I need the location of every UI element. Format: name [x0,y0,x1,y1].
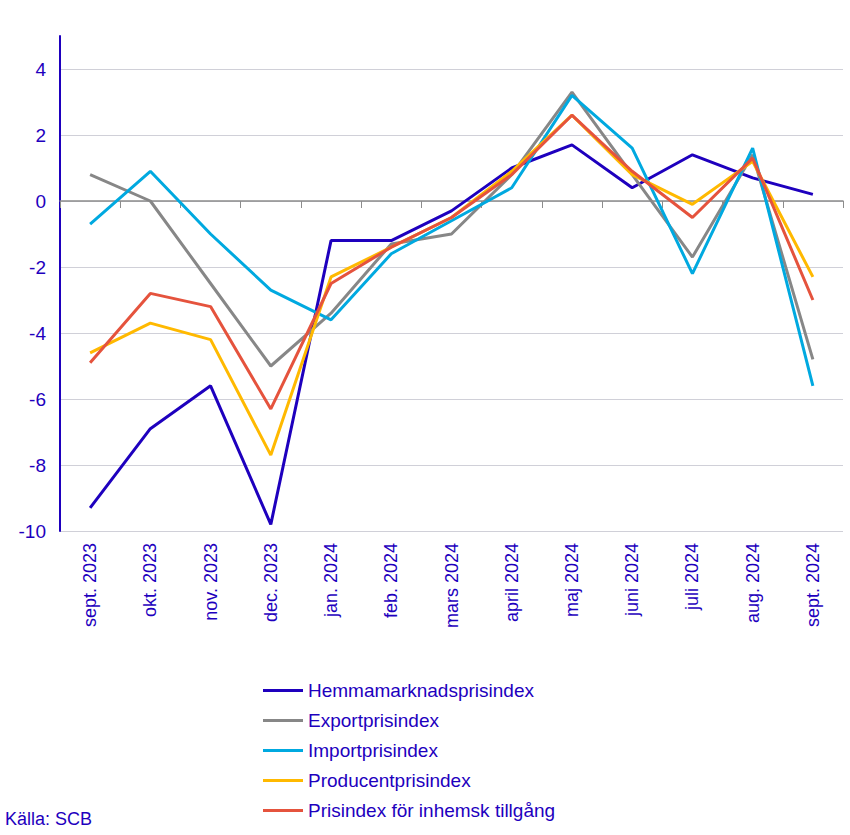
svg-text:-8: -8 [29,455,46,476]
svg-text:juli 2024: juli 2024 [682,543,702,611]
svg-text:-4: -4 [29,323,46,344]
svg-text:Exportprisindex: Exportprisindex [308,710,439,731]
svg-text:4: 4 [35,59,46,80]
svg-text:maj 2024: maj 2024 [562,543,582,617]
svg-text:april 2024: april 2024 [502,543,522,622]
svg-text:dec. 2023: dec. 2023 [261,543,281,622]
svg-text:-10: -10 [19,521,46,542]
svg-text:okt. 2023: okt. 2023 [140,543,160,617]
svg-text:sept. 2024: sept. 2024 [803,543,823,627]
svg-text:Prisindex för inhemsk tillgång: Prisindex för inhemsk tillgång [308,800,555,821]
svg-text:sept. 2023: sept. 2023 [80,543,100,627]
svg-text:-2: -2 [29,257,46,278]
svg-text:juni 2024: juni 2024 [622,543,642,617]
svg-text:0: 0 [35,191,46,212]
svg-text:Producentprisindex: Producentprisindex [308,770,471,791]
svg-text:nov. 2023: nov. 2023 [201,543,221,621]
svg-text:2: 2 [35,125,46,146]
svg-text:Källa: SCB: Källa: SCB [5,809,92,829]
svg-text:Hemmamarknadsprisindex: Hemmamarknadsprisindex [308,680,534,701]
svg-text:-6: -6 [29,389,46,410]
svg-text:Importprisindex: Importprisindex [308,740,438,761]
svg-text:feb. 2024: feb. 2024 [381,543,401,618]
svg-text:mars 2024: mars 2024 [442,543,462,628]
svg-text:jan. 2024: jan. 2024 [321,543,341,618]
svg-text:aug. 2024: aug. 2024 [743,543,763,623]
